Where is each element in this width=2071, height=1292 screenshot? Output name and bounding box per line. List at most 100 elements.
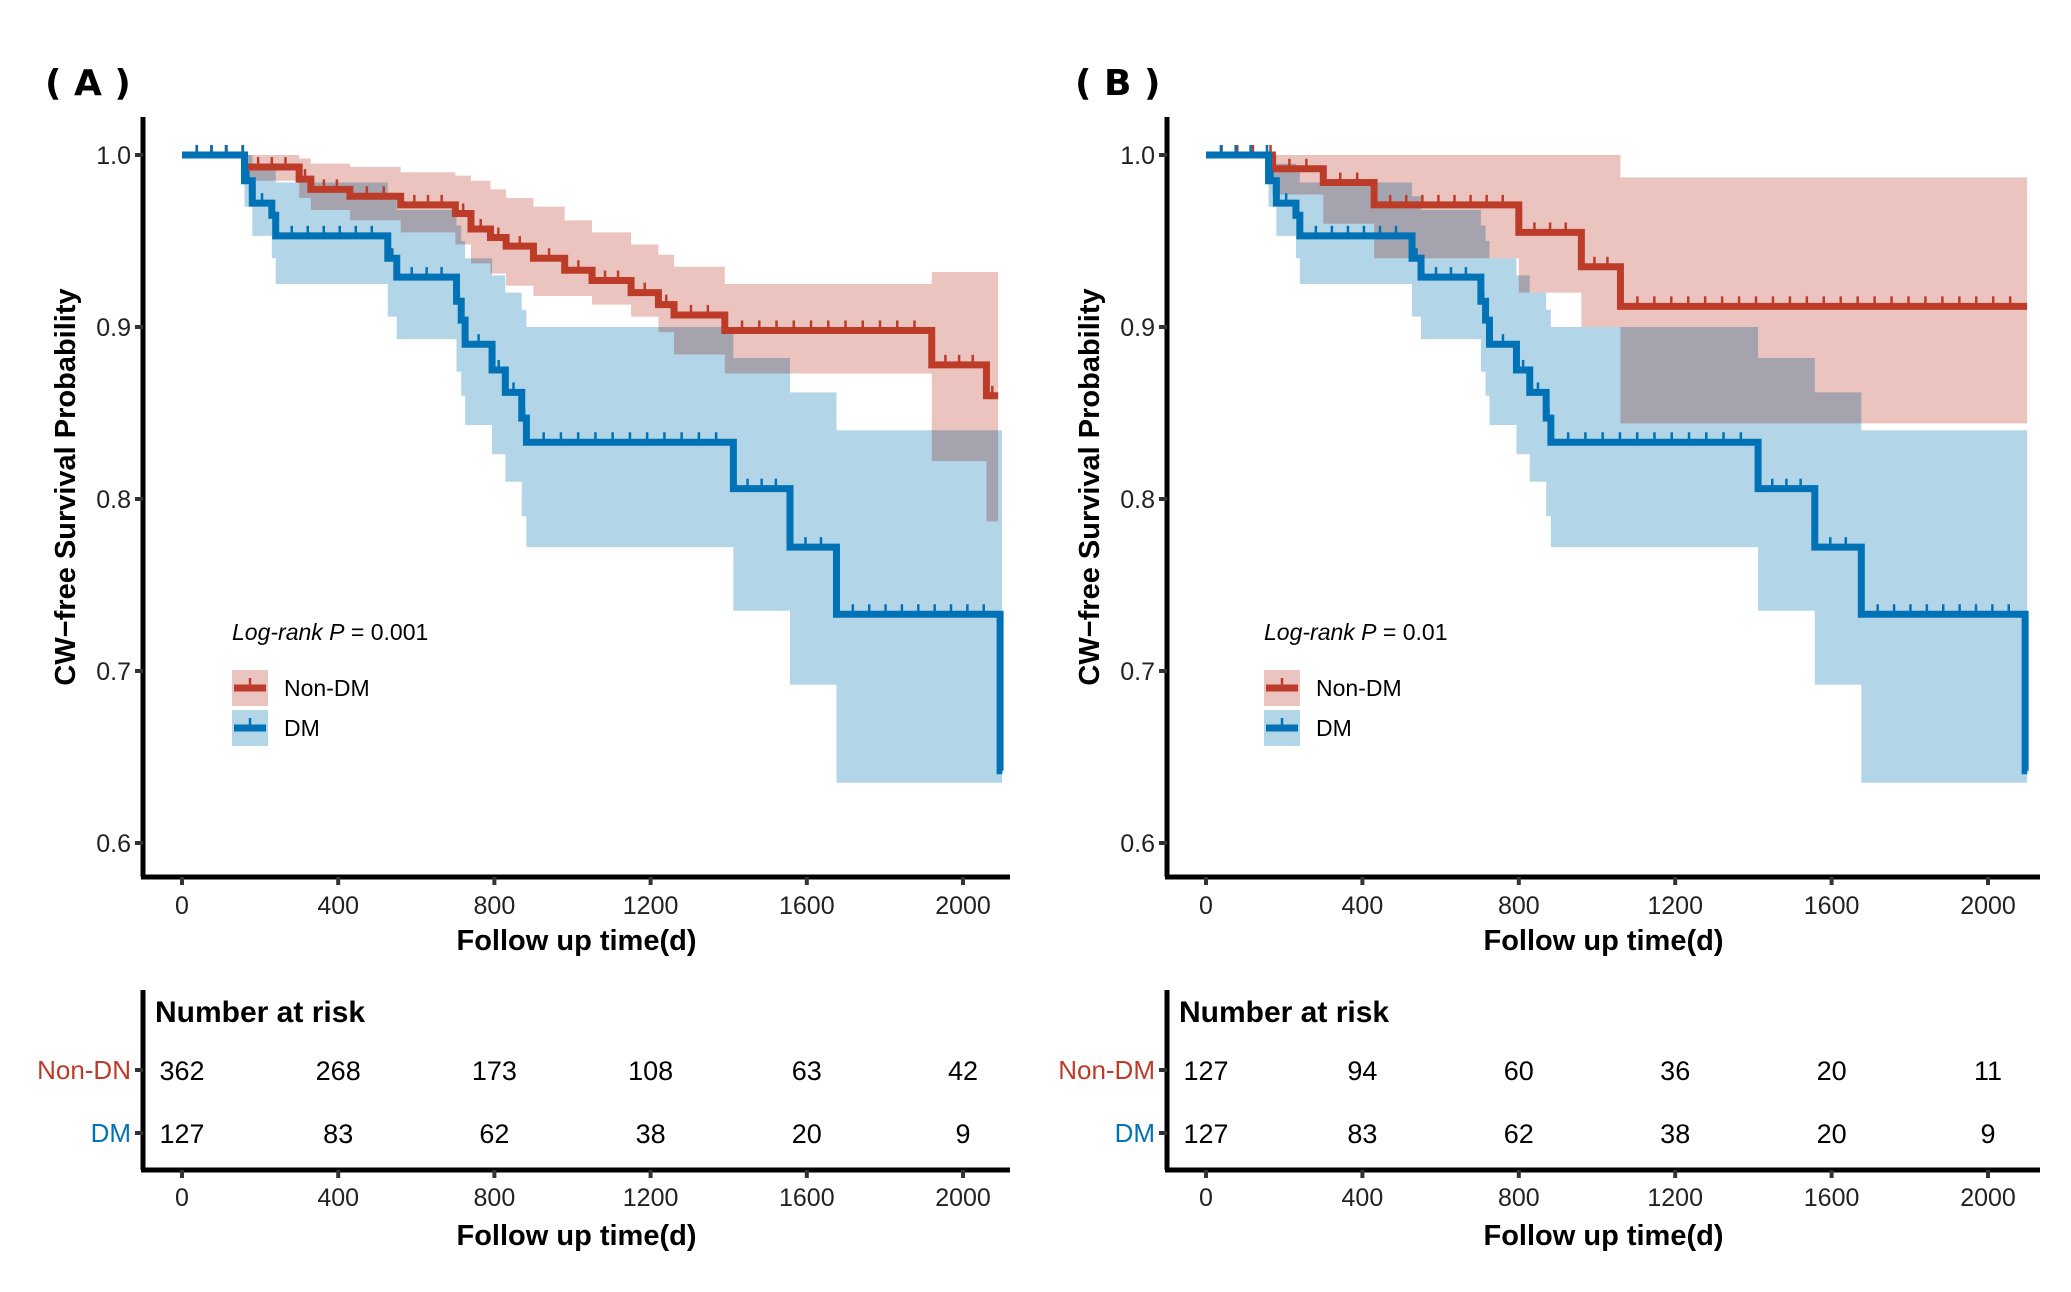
risk-count: 20 [1817,1119,1847,1149]
risk-x-tick-label: 1200 [1647,1184,1703,1212]
risk-count: 94 [1347,1056,1377,1086]
risk-count: 83 [1347,1119,1377,1149]
risk-x-tick-label: 400 [317,1184,359,1212]
legend-item-dm: DM [232,710,320,746]
y-tick-label: 0.9 [96,314,131,342]
y-tick-label: 0.6 [1120,830,1155,858]
y-tick-label: 1.0 [96,142,131,170]
legend-label: Non-DM [284,675,370,701]
p-value: = 0.001 [345,619,429,645]
risk-count: 38 [1660,1119,1690,1149]
risk-group-label: DM [91,1118,131,1148]
risk-count: 62 [1504,1119,1534,1149]
risk-count: 127 [159,1119,204,1149]
risk-count: 9 [1980,1119,1995,1149]
risk-x-axis-title: Follow up time(d) [456,1220,696,1252]
plot-area [1206,145,2029,783]
risk-count: 173 [472,1056,517,1086]
risk-x-tick-label: 0 [175,1184,189,1212]
x-tick-label: 1600 [1804,892,1860,920]
survival-curve-dm [182,151,1004,775]
risk-x-tick-label: 1600 [779,1184,835,1212]
x-tick-label: 2000 [1960,892,2016,920]
risk-count: 362 [159,1056,204,1086]
risk-count: 127 [1183,1056,1228,1086]
x-tick-label: 1200 [1647,892,1703,920]
panel-a: ( A ) 0.6 0.7 0.8 0.9 1.0 0 400 800 1200 1600 2000 F… [37,63,1010,1252]
p-prefix: Log-rank [1264,619,1361,645]
p-value: = 0.01 [1377,619,1448,645]
x-tick-label: 800 [1498,892,1540,920]
risk-count: 36 [1660,1056,1690,1086]
x-tick-label: 0 [175,892,189,920]
ci-ribbon-dm [182,155,1003,783]
risk-x-tick-label: 800 [1498,1184,1540,1212]
risk-count: 9 [955,1119,970,1149]
risk-table-title: Number at risk [1179,996,1389,1029]
p-symbol: P [329,619,345,645]
risk-count: 62 [479,1119,509,1149]
risk-x-tick-label: 0 [1199,1184,1213,1212]
legend-item-non-dm: Non-DM [1264,670,1402,706]
risk-x-tick-label: 400 [1342,1184,1384,1212]
panel-label: ( B ) [1075,63,1160,104]
legend-item-dm: DM [1264,710,1352,746]
legend-item-non-dm: Non-DM [232,670,370,706]
y-tick-label: 1.0 [1120,142,1155,170]
risk-x-tick-label: 2000 [935,1184,991,1212]
risk-count: 268 [316,1056,361,1086]
risk-x-axis-title: Follow up time(d) [1483,1220,1723,1252]
y-axis-title: CW−free Survival Probability [1074,288,1106,685]
risk-count: 20 [1817,1056,1847,1086]
x-tick-label: 1200 [623,892,679,920]
risk-count: 60 [1504,1056,1534,1086]
log-rank-p-value: Log-rank P = 0.001 [232,619,428,645]
ci-ribbon-dm [1206,155,2028,783]
y-tick-label: 0.9 [1120,314,1155,342]
log-rank-p-value: Log-rank P = 0.01 [1264,619,1448,645]
survival-curve-dm [1206,151,2029,775]
legend: Non-DM DM [232,670,370,746]
x-axis-title: Follow up time(d) [1483,925,1723,957]
legend-label: DM [284,715,320,741]
risk-count: 63 [792,1056,822,1086]
legend-label: Non-DM [1316,675,1402,701]
risk-x-tick-label: 2000 [1960,1184,2016,1212]
x-tick-label: 400 [317,892,359,920]
risk-x-tick-label: 1200 [623,1184,679,1212]
risk-x-tick-label: 800 [474,1184,516,1212]
p-symbol: P [1361,619,1377,645]
panel-label: ( A ) [45,63,131,104]
risk-group-label: DM [1115,1118,1155,1148]
risk-count: 11 [1974,1056,2002,1086]
risk-count: 20 [792,1119,822,1149]
y-tick-label: 0.7 [1120,658,1155,686]
x-axis-title: Follow up time(d) [456,925,696,957]
risk-group-label: Non-DM [1058,1055,1155,1085]
p-prefix: Log-rank [232,619,329,645]
risk-count: 38 [636,1119,666,1149]
risk-count: 42 [948,1056,978,1086]
y-tick-label: 0.8 [1120,486,1155,514]
risk-count: 83 [323,1119,353,1149]
x-tick-label: 2000 [935,892,991,920]
risk-x-tick-label: 1600 [1804,1184,1860,1212]
x-tick-label: 1600 [779,892,835,920]
y-axis-title: CW−free Survival Probability [50,288,82,685]
risk-group-label: Non-DN [37,1055,131,1085]
risk-count: 108 [628,1056,673,1086]
risk-count: 127 [1183,1119,1228,1149]
risk-table: Number at risk Non-DN 362 268 173 108 63 42 DM 12… [37,990,1010,1252]
panel-b: ( B ) 0.6 0.7 0.8 0.9 1.0 0 400 800 1200 1600 2000 F… [1058,63,2040,1252]
x-tick-label: 0 [1199,892,1213,920]
legend: Non-DM DM [1264,670,1402,746]
ci-ribbon-non-dm [182,155,999,522]
legend-label: DM [1316,715,1352,741]
y-tick-label: 0.7 [96,658,131,686]
plot-area [182,145,1004,783]
risk-table-title: Number at risk [155,996,365,1029]
x-tick-label: 400 [1342,892,1384,920]
y-tick-label: 0.6 [96,830,131,858]
risk-table: Number at risk Non-DM 127 94 60 36 20 11 DM 127 83… [1058,990,2040,1252]
